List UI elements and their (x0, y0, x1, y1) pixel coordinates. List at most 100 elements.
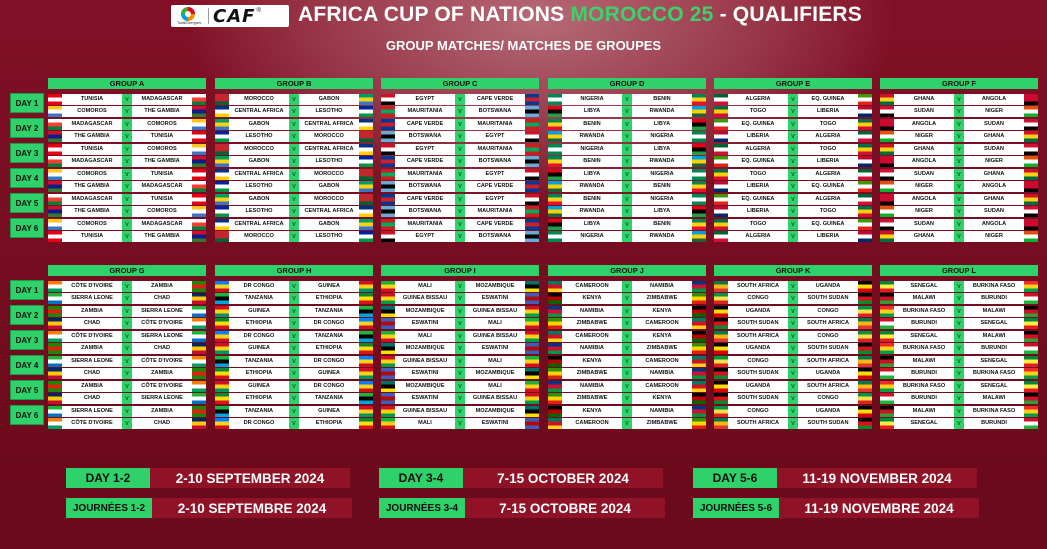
match-row: RWANDA V LIBYA (548, 206, 706, 217)
away-team: ANGOLA (981, 183, 1007, 189)
match-row: ZAMBIA V CÔTE D'IVOIRE (48, 381, 206, 392)
home-team: MADAGASCAR (71, 158, 113, 164)
date-range: 2-10 SEPTEMBER 2024 (150, 468, 350, 488)
match-row: SENEGAL V MALAWI (880, 331, 1038, 342)
matchday-3: MALI V GUINEA BISSAU MOZAMBIQUE V ESWATINI (381, 331, 539, 354)
versus-label: V (122, 281, 132, 292)
versus-label: V (122, 306, 132, 317)
group-e: GROUP E ALGERIA V EQ. GUINEA TOGO V LIBERIA EQ.… (714, 78, 872, 242)
versus-label: V (788, 169, 798, 180)
away-flag-icon (692, 94, 706, 105)
date-row: DAY 3-4 7-15 OCTOBER 2024 (379, 468, 663, 488)
versus-label: V (622, 181, 632, 192)
match-row: ZIMBABWE V KENYA (548, 393, 706, 404)
group-header: GROUP J (548, 265, 706, 276)
home-team: LIBERIA (746, 183, 770, 189)
away-flag-icon (1024, 156, 1038, 167)
away-flag-icon (858, 368, 872, 379)
away-team: LIBYA (653, 146, 671, 152)
match-row: SOUTH SUDAN V SOUTH AFRICA (714, 318, 872, 329)
away-flag-icon (525, 318, 539, 329)
home-flag-icon (548, 194, 562, 205)
home-flag-icon (48, 206, 62, 217)
away-flag-icon (1024, 393, 1038, 404)
versus-label: V (622, 406, 632, 417)
home-team: COMOROS (77, 221, 107, 227)
home-flag-icon (714, 293, 728, 304)
away-team: ETHIOPIA (315, 345, 343, 351)
home-team: CAPE VERDE (406, 158, 444, 164)
away-team: RWANDA (649, 233, 675, 239)
home-team: SOUTH SUDAN (737, 320, 779, 326)
away-team: NIGERIA (650, 196, 674, 202)
home-team: MALI (418, 333, 432, 339)
away-flag-icon (192, 194, 206, 205)
versus-label: V (122, 406, 132, 417)
home-team: SIERRA LEONE (71, 295, 113, 301)
versus-label: V (289, 169, 299, 180)
away-team: CAPE VERDE (476, 96, 514, 102)
home-team: SENEGAL (910, 283, 938, 289)
match-row: GUINEA V DR CONGO (215, 381, 373, 392)
versus-label: V (788, 144, 798, 155)
home-flag-icon (48, 194, 62, 205)
home-team: KENYA (582, 358, 602, 364)
away-team: TOGO (819, 121, 837, 127)
away-team: MADAGASCAR (141, 183, 183, 189)
home-flag-icon (714, 181, 728, 192)
away-flag-icon (692, 343, 706, 354)
versus-label: V (289, 194, 299, 205)
away-team: EGYPT (485, 196, 505, 202)
group-b: GROUP B MOROCCO V GABON CENTRAL AFRICA V LESOT… (215, 78, 373, 242)
versus-label: V (622, 206, 632, 217)
away-flag-icon (359, 381, 373, 392)
match-row: CAMEROON V KENYA (548, 331, 706, 342)
matchday-4: LIBYA V NIGERIA RWANDA V BENIN (548, 169, 706, 192)
matchday-2: GABON V CENTRAL AFRICA LESOTHO V MOROCCO (215, 119, 373, 142)
versus-label: V (954, 406, 964, 417)
home-flag-icon (880, 194, 894, 205)
home-flag-icon (215, 206, 229, 217)
home-flag-icon (48, 169, 62, 180)
away-team: GUINEA (318, 408, 340, 414)
away-flag-icon (858, 206, 872, 217)
match-row: BENIN V RWANDA (548, 156, 706, 167)
away-flag-icon (1024, 331, 1038, 342)
away-flag-icon (359, 331, 373, 342)
away-flag-icon (858, 119, 872, 130)
away-flag-icon (858, 156, 872, 167)
home-flag-icon (548, 131, 562, 142)
away-team: CENTRAL AFRICA (304, 121, 354, 127)
home-team: MADAGASCAR (71, 196, 113, 202)
home-flag-icon (880, 381, 894, 392)
matchday-5: GABON V MOROCCO LESOTHO V CENTRAL AFRICA (215, 194, 373, 217)
matchday-4: SUDAN V GHANA NIGER V ANGOLA (880, 169, 1038, 192)
day-label: DAY 5 (10, 193, 44, 213)
date-period-label: JOURNÉES 3-4 (379, 498, 465, 518)
away-flag-icon (359, 418, 373, 429)
matchday-2: CAPE VERDE V MAURITANIA BOTSWANA V EGYPT (381, 119, 539, 142)
home-flag-icon (381, 406, 395, 417)
group-header: GROUP A (48, 78, 206, 89)
home-team: NIGERIA (580, 146, 604, 152)
versus-label: V (122, 156, 132, 167)
away-team: ANGOLA (981, 221, 1007, 227)
home-flag-icon (381, 281, 395, 292)
home-team: CHAD (83, 395, 101, 401)
away-flag-icon (1024, 306, 1038, 317)
home-team: LESOTHO (245, 208, 273, 214)
group-header: GROUP B (215, 78, 373, 89)
home-flag-icon (880, 318, 894, 329)
group-header: GROUP L (880, 265, 1038, 276)
versus-label: V (954, 156, 964, 167)
match-row: GUINEA BISSAU V MOZAMBIQUE (381, 406, 539, 417)
matchday-6: TOGO V EQ. GUINEA ALGERIA V LIBERIA (714, 219, 872, 242)
sponsor-name: TotalEnergies (176, 20, 202, 25)
group-c: GROUP C EGYPT V CAPE VERDE MAURITANIA V BOTSWA… (381, 78, 539, 242)
home-team: LESOTHO (245, 133, 273, 139)
away-flag-icon (192, 181, 206, 192)
match-row: CENTRAL AFRICA V LESOTHO (215, 106, 373, 117)
away-team: GUINEA BISSAU (472, 395, 518, 401)
home-flag-icon (548, 418, 562, 429)
versus-label: V (788, 318, 798, 329)
